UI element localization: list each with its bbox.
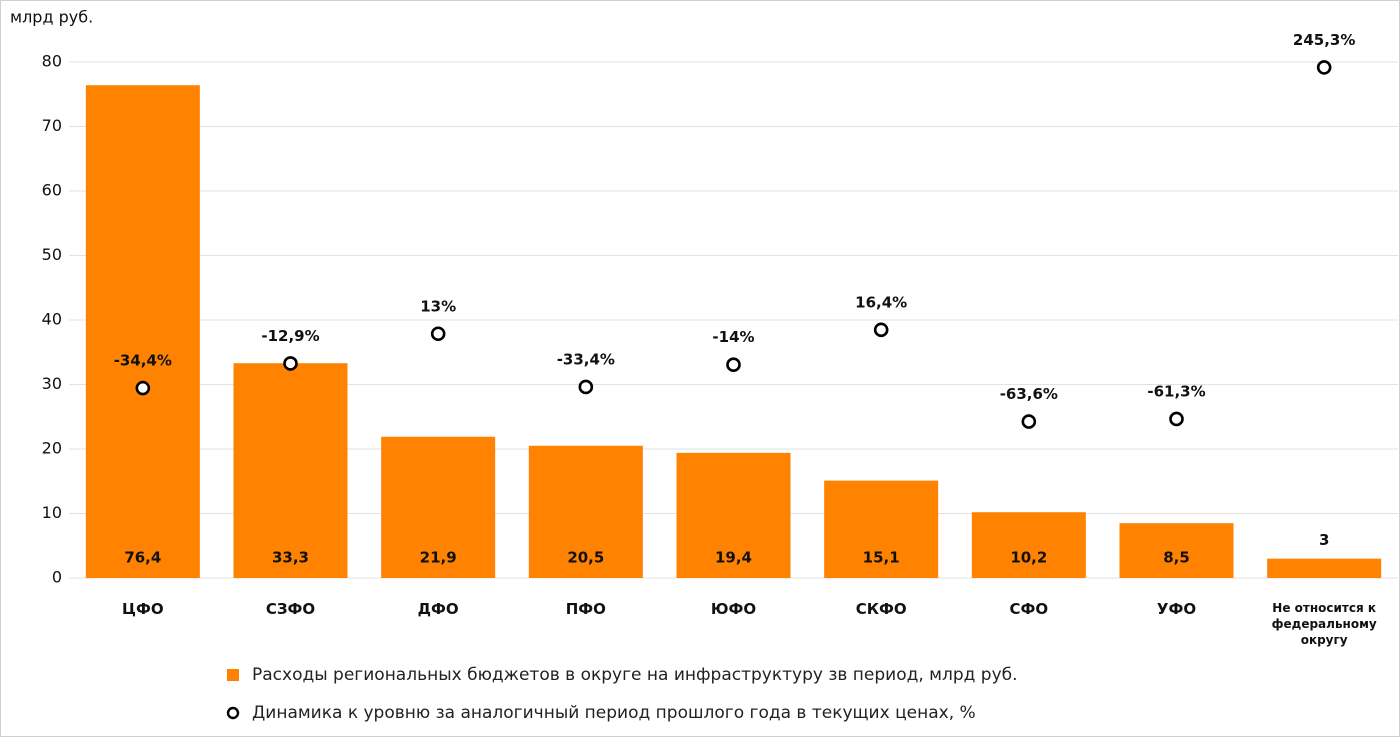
bar-value-label: 8,5	[1163, 549, 1190, 567]
marker	[135, 380, 151, 396]
marker	[1316, 60, 1332, 75]
bar-value-label: 76,4	[124, 549, 161, 567]
x-tick-label: ДФО	[417, 600, 459, 618]
y-axis-label: млрд руб.	[10, 8, 93, 27]
legend-swatch	[227, 669, 239, 681]
marker	[430, 326, 446, 342]
x-tick-label: Не относится к федеральному округу	[1271, 601, 1377, 647]
marker	[1021, 414, 1037, 429]
x-tick-label: СЗФО	[265, 600, 316, 618]
bar	[528, 445, 643, 578]
point-value-label: -14%	[712, 328, 754, 346]
marker	[283, 356, 298, 371]
bar	[971, 512, 1086, 578]
bar	[233, 363, 348, 578]
bar-value-label: 15,1	[863, 549, 900, 567]
point-value-label: -33,4%	[557, 350, 615, 368]
point-value-label: 13%	[420, 297, 456, 315]
point-value-label: 16,4%	[855, 293, 907, 311]
y-tick-label: 80	[42, 52, 62, 71]
x-tick-label: СКФО	[855, 600, 907, 618]
marker	[726, 357, 741, 373]
bar-value-label: 3	[1319, 531, 1329, 549]
x-tick-label: ЦФО	[122, 600, 164, 618]
bar	[824, 480, 939, 578]
legend-swatch	[226, 706, 240, 720]
bar	[1119, 523, 1234, 578]
y-tick-label: 60	[42, 181, 62, 200]
y-tick-label: 70	[42, 116, 62, 135]
x-tick-label: СФО	[1009, 600, 1049, 618]
y-tick-label: 20	[42, 439, 62, 458]
bar-value-label: 19,4	[715, 549, 752, 567]
marker	[873, 322, 889, 338]
point-value-label: -63,6%	[1000, 385, 1058, 403]
point-value-label: 245,3%	[1293, 31, 1355, 49]
x-tick-label: УФО	[1156, 600, 1197, 618]
bar-value-label: 10,2	[1010, 549, 1047, 567]
bar	[1267, 558, 1382, 578]
y-tick-label: 40	[42, 310, 62, 329]
y-tick-label: 30	[42, 374, 62, 393]
bar-value-label: 21,9	[420, 549, 457, 567]
legend-label: Динамика к уровню за аналогичный период …	[252, 703, 976, 723]
point-value-label: -61,3%	[1147, 382, 1205, 400]
x-tick-label: ПФО	[565, 600, 606, 618]
bar	[381, 436, 496, 578]
bar	[85, 85, 200, 578]
point-value-label: -34,4%	[114, 352, 172, 370]
marker	[578, 379, 594, 395]
y-tick-label: 0	[52, 568, 62, 587]
y-tick-label: 10	[42, 503, 62, 522]
x-tick-label: ЮФО	[710, 600, 757, 618]
bar-value-label: 20,5	[567, 549, 604, 567]
point-value-label: -12,9%	[261, 327, 319, 345]
marker	[1169, 411, 1184, 427]
y-tick-label: 50	[42, 245, 62, 264]
bar-value-label: 33,3	[272, 549, 309, 567]
bar	[676, 452, 791, 578]
legend-label: Расходы региональных бюджетов в округе н…	[252, 665, 1018, 685]
